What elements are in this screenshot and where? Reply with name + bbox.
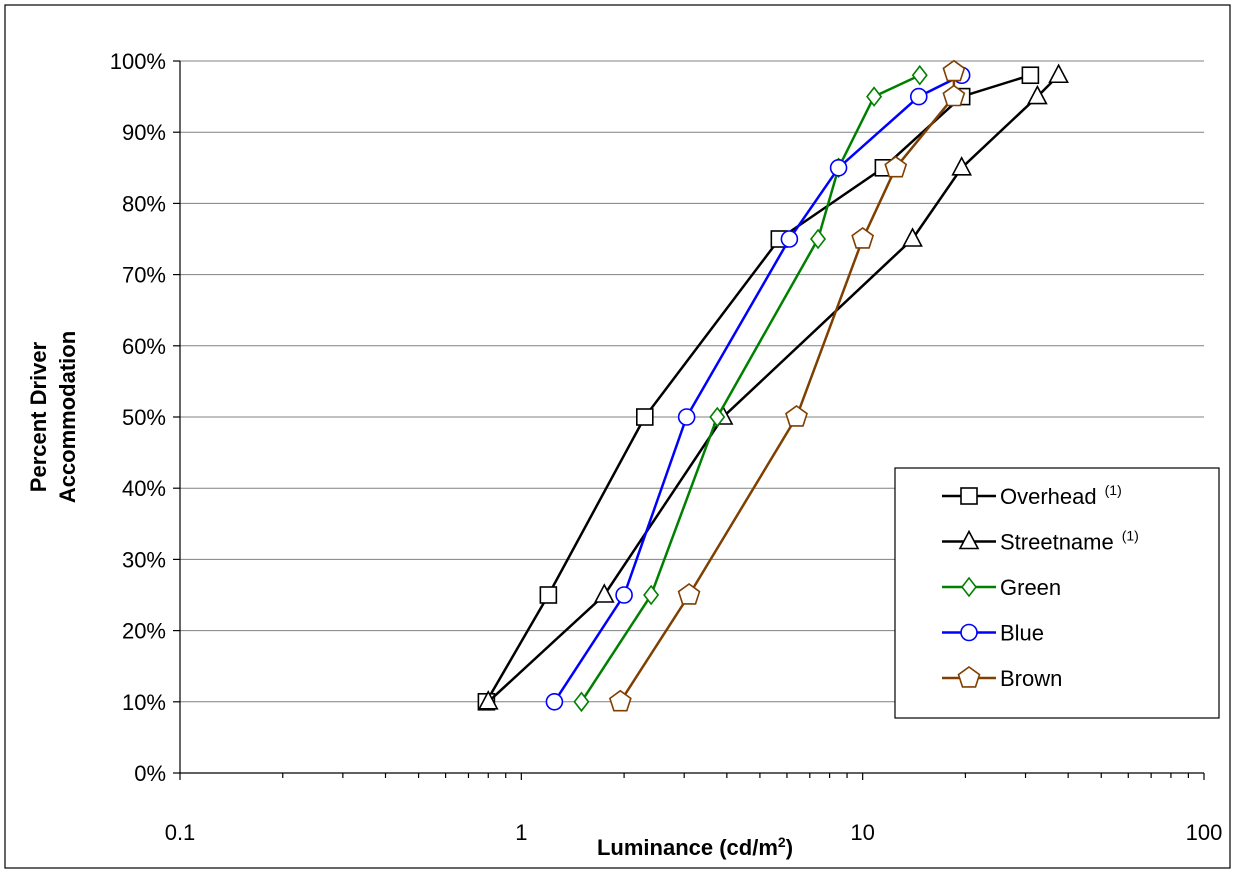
legend-item-brown: Brown [942,666,1062,691]
y-tick-label: 60% [122,334,166,359]
data-point-green [911,64,928,86]
data-point-overhead [636,408,654,426]
legend-label-blue: Blue [1000,621,1044,646]
legend-label-overhead: Overhead (1) [1000,482,1122,509]
x-axis-label-sup: 2 [778,834,786,850]
data-series [477,59,1069,713]
x-tick-label: 0.1 [165,820,196,845]
legend: Overhead (1) Streetname (1) Green Blue Brown [894,467,1220,719]
x-tick-label: 1 [515,820,527,845]
legend-marker-green [960,576,978,598]
legend-box [894,467,1220,719]
x-axis-label-main: Luminance (cd/m [597,835,778,860]
data-point-streetname [1027,84,1048,105]
y-tick-label: 20% [122,619,166,644]
legend-series-name: Green [1000,575,1061,600]
data-point-brown [851,227,875,249]
y-axis-label-line1: Percent Driver [26,341,51,492]
legend-label-green: Green [1000,575,1061,600]
series-streetname [477,63,1069,710]
data-point-streetname [593,583,615,603]
data-point-blue [829,159,848,177]
legend-series-name: Overhead [1000,484,1097,509]
data-point-brown [608,689,632,712]
data-point-brown [785,405,808,427]
legend-item-green: Green [942,575,1061,600]
legend-marker-streetname [958,529,980,550]
data-point-streetname [477,690,499,710]
x-axis-label-end: ) [786,835,793,860]
legend-item-blue: Blue [942,621,1044,646]
data-point-blue [909,87,928,106]
data-point-green [810,228,827,250]
legend-series-name: Brown [1000,666,1062,691]
chart-border [4,4,1231,869]
data-point-green [643,584,660,606]
data-point-green [573,691,590,713]
x-tick-label: 100 [1186,820,1223,845]
data-point-blue [545,692,564,711]
legend-note: (1) [1105,482,1122,498]
legend-marker-brown [957,666,981,688]
data-point-streetname [951,156,972,176]
legend-series-name: Streetname [1000,530,1114,555]
data-point-overhead [1021,66,1040,85]
y-tick-label: 50% [122,405,166,430]
y-tick-label: 80% [122,191,166,216]
data-point-streetname [902,227,923,247]
legend-label-streetname: Streetname (1) [1000,528,1139,555]
data-point-brown [942,84,966,107]
data-point-green [709,406,726,428]
y-tick-label: 70% [122,263,166,288]
data-point-blue [615,586,633,604]
data-point-blue [677,408,696,426]
legend-item-streetname: Streetname (1) [942,528,1139,555]
y-tick-label: 30% [122,547,166,572]
y-tick-label: 90% [122,120,166,145]
legend-note: (1) [1122,528,1139,544]
tick-labels: 0% 10% 20% 30% 40% 50% 60% 70% 80% 90% 100% 0.1 1 10 1… [110,49,1223,845]
data-point-brown [942,59,966,82]
y-tick-label: 0% [134,761,166,786]
data-point-blue [780,230,799,248]
y-tick-label: 40% [122,476,166,501]
axes [173,60,1205,780]
data-point-overhead [539,586,558,604]
y-tick-label: 10% [122,690,166,715]
x-axis-label: Luminance (cd/m2) [597,834,793,860]
legend-series-name: Blue [1000,621,1044,646]
data-point-brown [884,155,908,178]
legend-marker-overhead [960,487,978,505]
data-point-streetname [1048,63,1069,84]
y-axis-label-line2: Accommodation [55,331,80,503]
y-tick-label: 100% [110,49,166,74]
data-point-green [866,86,883,107]
legend-label-brown: Brown [1000,666,1062,691]
series-brown [608,59,966,712]
data-point-brown [677,583,701,605]
legend-item-overhead: Overhead (1) [942,482,1122,509]
x-tick-label: 10 [850,820,874,845]
legend-marker-blue [960,623,978,642]
